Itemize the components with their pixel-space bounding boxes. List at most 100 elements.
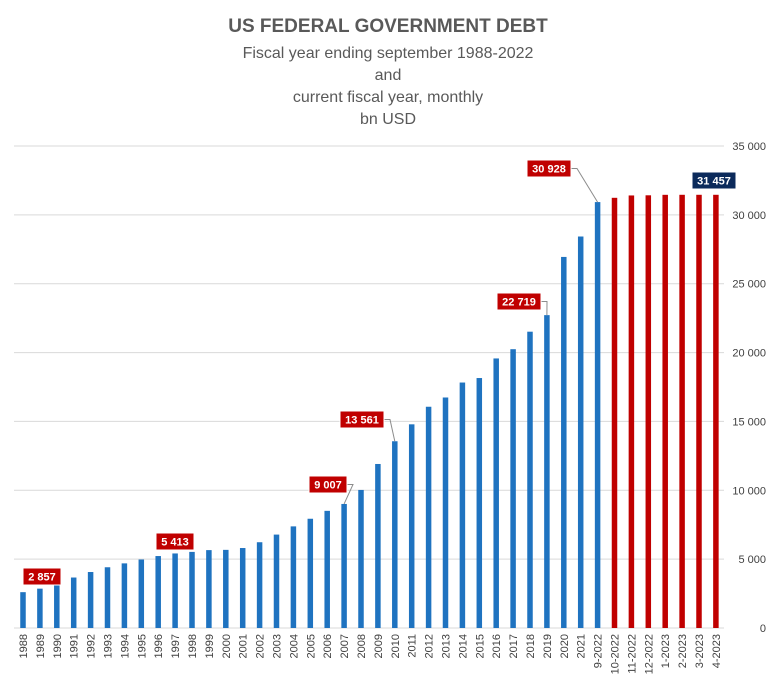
x-tick-label: 1999	[204, 634, 216, 658]
chart-subtitle-line-4: bn USD	[360, 111, 416, 128]
x-tick-label: 1-2023	[660, 634, 672, 668]
x-tick-label: 1998	[187, 634, 199, 658]
callout-value-label: 30 928	[532, 164, 566, 176]
bar-2013	[442, 397, 449, 628]
callout-2007: 9 007	[308, 475, 354, 505]
bar-2015	[476, 378, 483, 628]
bar-2004	[290, 526, 297, 628]
callout-value-label: 9 007	[314, 480, 342, 492]
x-tick-label: 2018	[525, 634, 537, 658]
bar-1997	[172, 553, 178, 628]
bar-1995	[138, 559, 145, 628]
bar-1989	[37, 588, 43, 628]
callout-2010: 13 561	[339, 410, 396, 442]
callout-1997: 5 413	[155, 532, 195, 551]
y-tick-label: 30 000	[732, 210, 766, 222]
x-tick-label: 2015	[474, 634, 486, 658]
x-tick-label: 2017	[508, 634, 520, 658]
x-tick-label: 2012	[424, 634, 436, 658]
y-tick-label: 35 000	[732, 141, 766, 153]
callout-leader-line	[343, 484, 354, 505]
x-tick-label: 2000	[221, 634, 233, 658]
bar-11-2022	[628, 195, 635, 629]
bar-1998	[189, 551, 195, 628]
bar-1-2023	[662, 194, 668, 629]
callout-value-label: 5 413	[161, 537, 189, 549]
x-tick-label: 11-2022	[626, 634, 638, 674]
x-tick-label: 2014	[457, 634, 469, 658]
bar-2000	[223, 549, 229, 628]
bar-2020	[561, 256, 567, 628]
bar-2002	[256, 542, 263, 628]
x-tick-label: 2011	[407, 634, 419, 658]
callout-value-label: 31 457	[697, 176, 731, 188]
callout-leader-line	[384, 419, 396, 442]
chart-subtitle-line-2: and	[375, 67, 402, 84]
bar-12-2022	[645, 195, 652, 629]
bar-2010	[392, 441, 398, 628]
x-tick-label: 1994	[119, 634, 131, 658]
bar-10-2022	[611, 197, 618, 629]
x-tick-label: 9-2022	[593, 634, 605, 668]
x-tick-label: 2009	[373, 634, 385, 658]
bar-2005	[307, 518, 314, 628]
callout-1989: 2 857	[22, 567, 62, 586]
bar-1993	[104, 567, 111, 628]
bar-2014	[459, 382, 466, 628]
x-tick-label: 2013	[441, 634, 453, 658]
x-tick-label: 3-2023	[694, 634, 706, 668]
x-tick-label: 1991	[69, 634, 81, 658]
bar-2-2023	[679, 194, 685, 628]
bar-3-2023	[696, 194, 702, 628]
callout-value-label: 13 561	[345, 415, 379, 427]
y-tick-label: 25 000	[732, 279, 766, 291]
callout-leader-line	[541, 301, 548, 316]
x-tick-label: 1993	[103, 634, 115, 658]
bar-1996	[155, 556, 161, 628]
x-tick-label: 4-2023	[711, 634, 723, 668]
x-tick-label: 2007	[339, 634, 351, 658]
callout-box	[308, 475, 348, 494]
chart-subtitle-line-3: current fiscal year, monthly	[293, 89, 483, 106]
callout-box	[526, 159, 572, 178]
bar-2006	[324, 510, 330, 628]
x-tick-label: 2-2023	[677, 634, 689, 668]
y-tick-label: 15 000	[732, 416, 766, 428]
bar-1988	[20, 592, 26, 628]
bar-2007	[341, 503, 347, 628]
bar-2011	[408, 424, 415, 628]
bar-4-2023	[713, 194, 719, 628]
x-tick-label: 1996	[153, 634, 165, 658]
x-tick-label: 2003	[272, 634, 284, 658]
x-tick-label: 2005	[305, 634, 317, 658]
callout-4-2023: 31 457	[691, 171, 737, 190]
bar-1999	[206, 550, 212, 628]
callouts: 2 857 5 413 9 007 13 561 22 719 30 928 31 457	[22, 159, 737, 586]
callout-leader-line	[571, 168, 599, 203]
y-tick-label: 20 000	[732, 348, 766, 360]
callout-box	[155, 532, 195, 551]
bar-2018	[527, 331, 533, 628]
y-tick-label: 5 000	[738, 554, 766, 566]
x-tick-label: 2002	[255, 634, 267, 658]
x-tick-label: 2008	[356, 634, 368, 658]
callout-box	[496, 292, 542, 311]
x-tick-label: 1990	[52, 634, 64, 658]
x-tick-label: 2006	[322, 634, 334, 658]
bar-9-2022	[594, 202, 601, 628]
bar-2017	[510, 349, 516, 628]
bar-2008	[358, 489, 364, 628]
bar-1994	[121, 563, 128, 628]
x-tick-label: 2021	[576, 634, 588, 658]
x-tick-label: 1989	[35, 634, 47, 658]
x-tick-label: 1992	[86, 634, 98, 658]
bar-1991	[70, 577, 77, 628]
bar-2012	[425, 406, 432, 628]
y-tick-label: 10 000	[732, 485, 766, 497]
x-tick-label: 10-2022	[610, 634, 622, 674]
bar-2021	[577, 236, 584, 628]
bar-1990	[54, 583, 60, 628]
y-tick-label: 0	[760, 623, 766, 635]
